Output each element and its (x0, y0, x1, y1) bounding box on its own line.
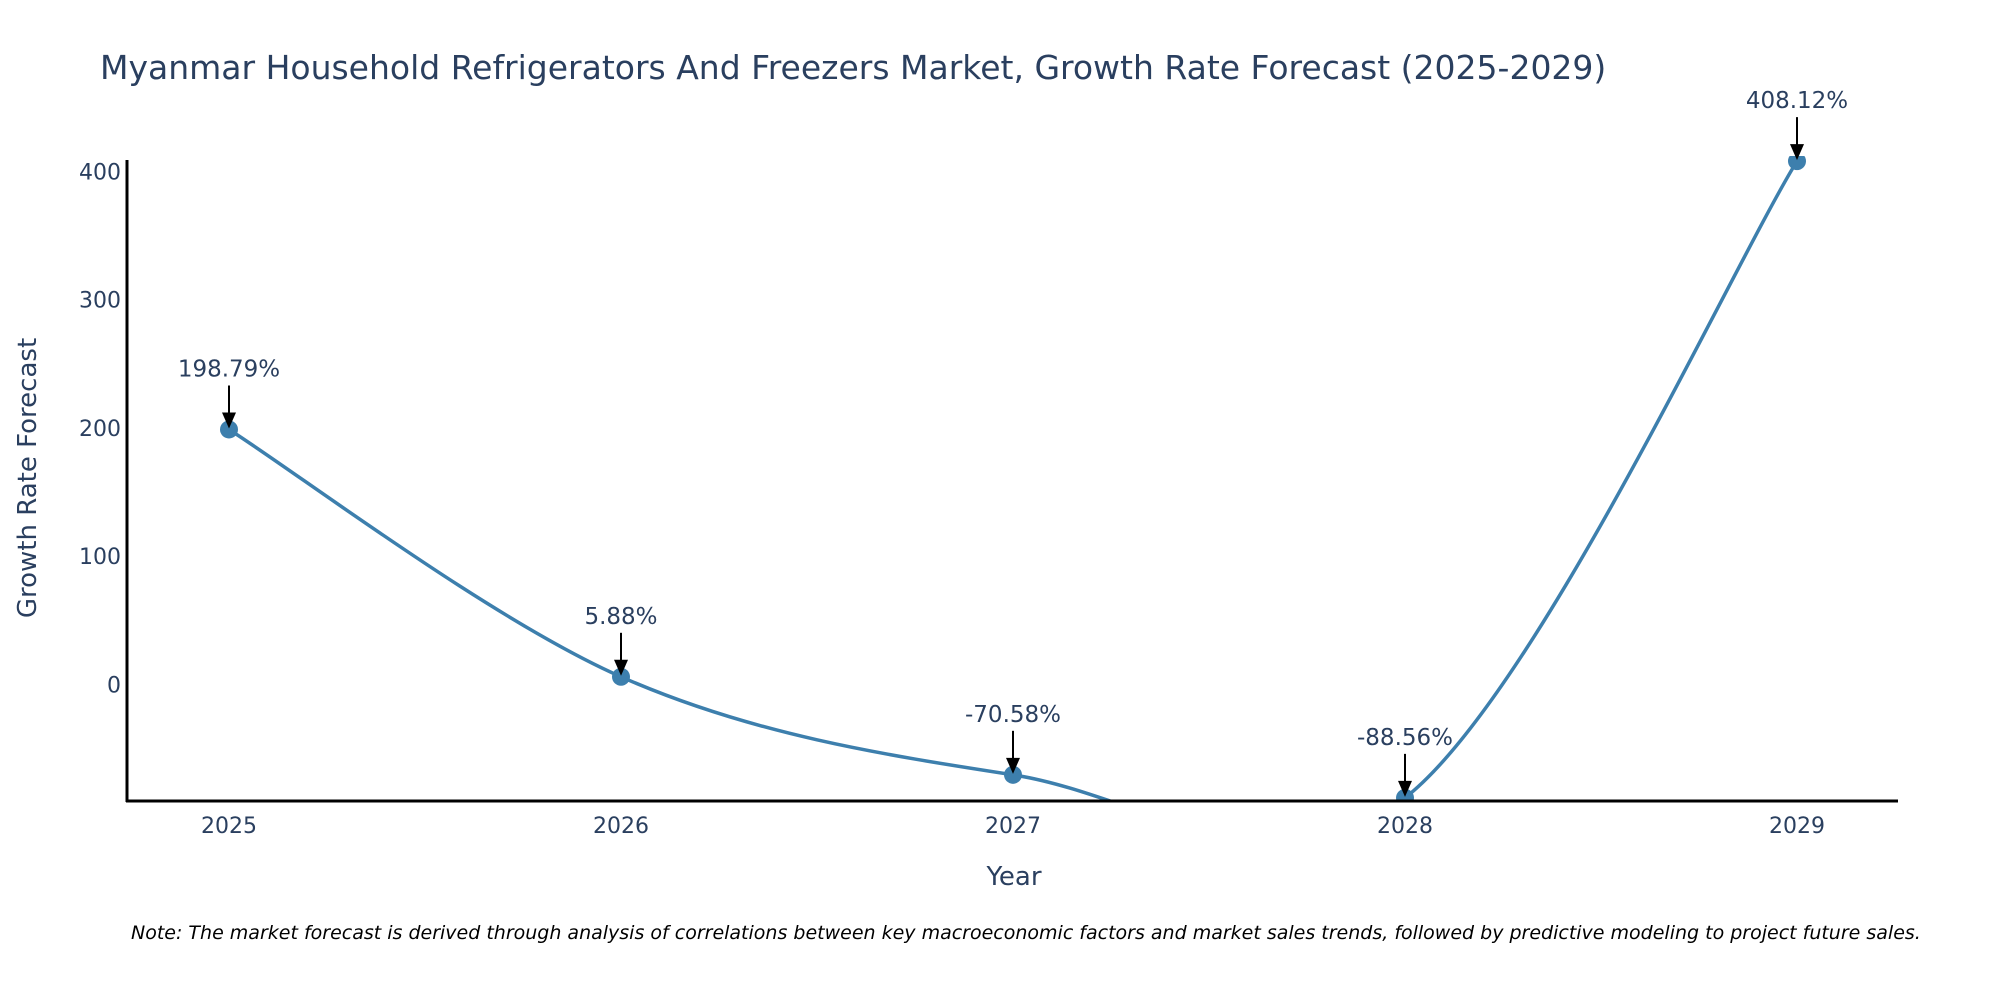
x-tick-label: 2025 (201, 814, 257, 839)
x-axis-title: Year (985, 862, 1041, 892)
x-tick-label: 2027 (985, 814, 1041, 839)
y-tick-label: 300 (79, 289, 121, 314)
annotation-arrow-head (1398, 780, 1412, 797)
x-tick-label: 2028 (1377, 814, 1433, 839)
x-tick-label: 2029 (1769, 814, 1825, 839)
annotation-arrow-head (1790, 144, 1804, 161)
data-label-2027: -70.58% (965, 702, 1061, 728)
x-tick-label: 2026 (593, 814, 649, 839)
y-tick-label: 200 (79, 417, 121, 442)
chart-title: Myanmar Household Refrigerators And Free… (100, 48, 1606, 87)
plot-area: 0 100 200 300 400 2025 2026 2027 2028 2029 198.79%… (79, 88, 1898, 839)
y-tick-label: 0 (107, 673, 121, 698)
annotation-arrow-head (222, 412, 236, 429)
data-label-2029: 408.12% (1746, 88, 1848, 114)
data-label-2026: 5.88% (584, 604, 657, 630)
data-label-2028: -88.56% (1357, 725, 1453, 751)
y-axis-title: Growth Rate Forecast (13, 338, 43, 618)
series-line (228, 160, 1799, 801)
annotation-arrow-head (1006, 757, 1020, 774)
data-point-2027 (1004, 765, 1022, 784)
data-point-2026 (612, 667, 630, 686)
forecast-note: Note: The market forecast is derived thr… (131, 922, 1921, 944)
y-tick-label: 100 (79, 545, 121, 570)
data-point-2025 (220, 420, 238, 439)
y-tick-label: 400 (79, 161, 121, 186)
annotation-arrow-head (614, 659, 628, 676)
data-label-2025: 198.79% (178, 356, 280, 382)
data-point-2029 (1788, 156, 1806, 171)
